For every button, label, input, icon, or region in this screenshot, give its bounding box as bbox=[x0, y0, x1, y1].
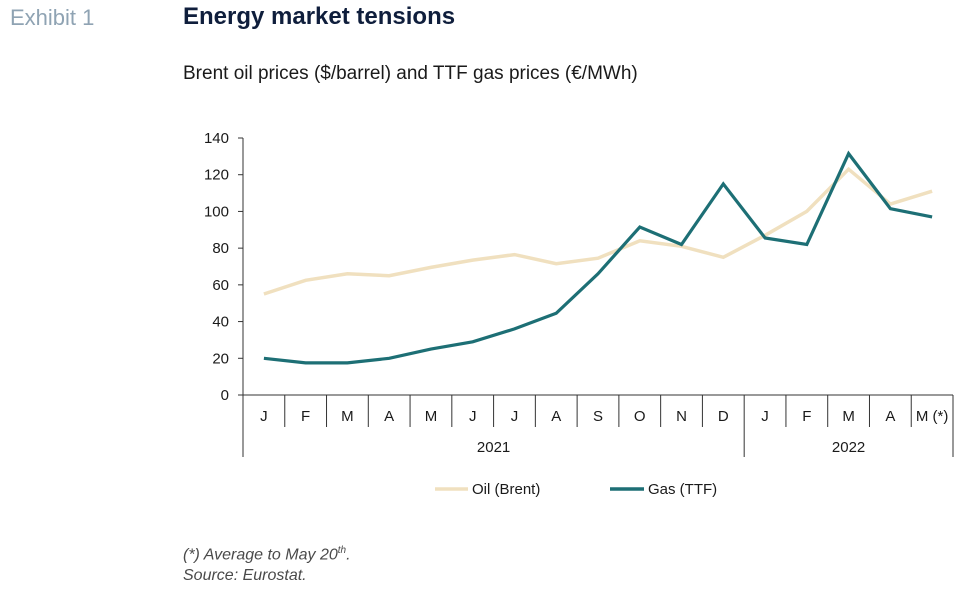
x-tick-label: M bbox=[842, 408, 855, 425]
x-tick-label: A bbox=[384, 408, 394, 425]
y-tick-label: 20 bbox=[212, 350, 229, 367]
x-tick-label: D bbox=[718, 408, 729, 425]
x-tick-label: F bbox=[301, 408, 310, 425]
y-tick-label: 60 bbox=[212, 277, 229, 294]
y-tick-label: 0 bbox=[221, 387, 229, 404]
x-tick-label: J bbox=[469, 408, 477, 425]
x-tick-label: M bbox=[341, 408, 354, 425]
y-tick-label: 140 bbox=[204, 130, 229, 147]
y-tick-label: 100 bbox=[204, 203, 229, 220]
footnote-source: Source: Eurostat. bbox=[183, 567, 307, 585]
x-tick-label: M (*) bbox=[916, 408, 949, 425]
y-tick-label: 80 bbox=[212, 240, 229, 257]
footnote: (*) Average to May 20th. Source: Eurosta… bbox=[183, 540, 351, 586]
x-tick-label: F bbox=[802, 408, 811, 425]
x-tick-label: A bbox=[885, 408, 895, 425]
chart-title: Energy market tensions bbox=[183, 3, 456, 30]
x-tick-label: S bbox=[593, 408, 603, 425]
x-tick-label: J bbox=[761, 408, 769, 425]
year-label: 2021 bbox=[477, 439, 510, 456]
y-tick-label: 120 bbox=[204, 167, 229, 184]
chart-subtitle: Brent oil prices ($/barrel) and TTF gas … bbox=[183, 63, 638, 84]
x-tick-label: M bbox=[425, 408, 438, 425]
x-tick-label: A bbox=[551, 408, 561, 425]
series-line-oil bbox=[263, 166, 933, 296]
x-tick-label: J bbox=[511, 408, 519, 425]
x-tick-label: O bbox=[634, 408, 646, 425]
footnote-note: (*) Average to May 20th. bbox=[183, 545, 351, 564]
x-tick-label: N bbox=[676, 408, 687, 425]
year-label: 2022 bbox=[832, 439, 865, 456]
legend-label: Gas (TTF) bbox=[648, 481, 717, 498]
legend-label: Oil (Brent) bbox=[472, 481, 540, 498]
x-tick-label: J bbox=[260, 408, 268, 425]
y-tick-label: 40 bbox=[212, 314, 229, 331]
series-line-gas bbox=[263, 150, 933, 365]
exhibit-label: Exhibit 1 bbox=[10, 5, 95, 30]
